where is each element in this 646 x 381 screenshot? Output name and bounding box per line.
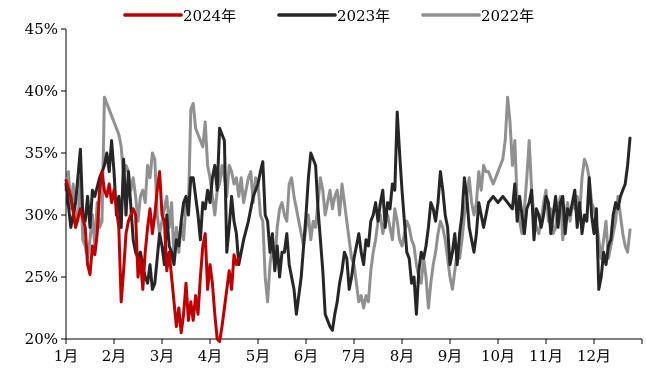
legend-label: 2022年 bbox=[481, 7, 534, 25]
x-tick-label: 6月 bbox=[294, 347, 319, 365]
x-tick-label: 2月 bbox=[102, 347, 127, 365]
x-tick-label: 8月 bbox=[390, 347, 415, 365]
y-tick-label: 35% bbox=[25, 144, 58, 162]
series-group bbox=[64, 95, 632, 343]
x-tick-label: 9月 bbox=[438, 347, 463, 365]
x-tick-label: 11月 bbox=[529, 347, 563, 365]
axes: 20% 25% 30% 35% 40% 45% 1月 2月 3月 4月 5月 6月 7月 8月 9月 10月 1… bbox=[25, 20, 643, 365]
x-tick-label: 5月 bbox=[246, 347, 271, 365]
y-tick-label: 30% bbox=[25, 206, 58, 224]
legend-label: 2023年 bbox=[337, 7, 390, 25]
y-tick-label: 45% bbox=[25, 20, 58, 38]
x-tick-label: 7月 bbox=[342, 347, 367, 365]
x-tick-label: 10月 bbox=[481, 347, 515, 365]
x-tick-label: 1月 bbox=[54, 347, 79, 365]
x-tick-label: 4月 bbox=[198, 347, 223, 365]
x-tick-label: 12月 bbox=[577, 347, 611, 365]
legend: 2024年 2023年 2022年 bbox=[123, 7, 534, 25]
legend-label: 2024年 bbox=[183, 7, 236, 25]
y-tick-label: 20% bbox=[25, 330, 58, 348]
series-line-2024年 bbox=[64, 170, 241, 343]
series-line-2023年 bbox=[64, 110, 632, 332]
y-tick-label: 40% bbox=[25, 82, 58, 100]
y-tick-label: 25% bbox=[25, 268, 58, 286]
x-tick-label: 3月 bbox=[150, 347, 175, 365]
